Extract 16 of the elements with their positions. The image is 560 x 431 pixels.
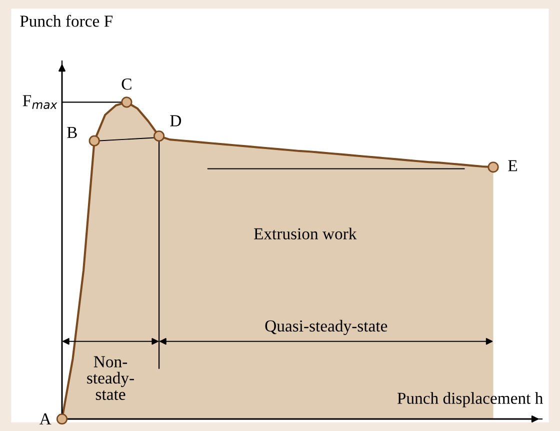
point [121, 96, 132, 108]
annotation: Extrusion work [254, 228, 357, 240]
annotation: F$_{max}$ [22, 95, 58, 110]
point [488, 162, 499, 173]
annotation: D [170, 115, 182, 126]
text: E [508, 160, 517, 172]
annotation: B [67, 126, 77, 138]
point [56, 413, 68, 425]
text: A [39, 413, 52, 424]
point [153, 130, 165, 142]
y-axis-title: Punch force F [20, 14, 112, 27]
x-axis-title: Punch displacement h [397, 392, 543, 408]
annotation: Quasi-steady-state [265, 320, 388, 336]
text: C [122, 78, 132, 90]
point [88, 135, 100, 146]
annotation: Non- steady- state [87, 356, 134, 400]
